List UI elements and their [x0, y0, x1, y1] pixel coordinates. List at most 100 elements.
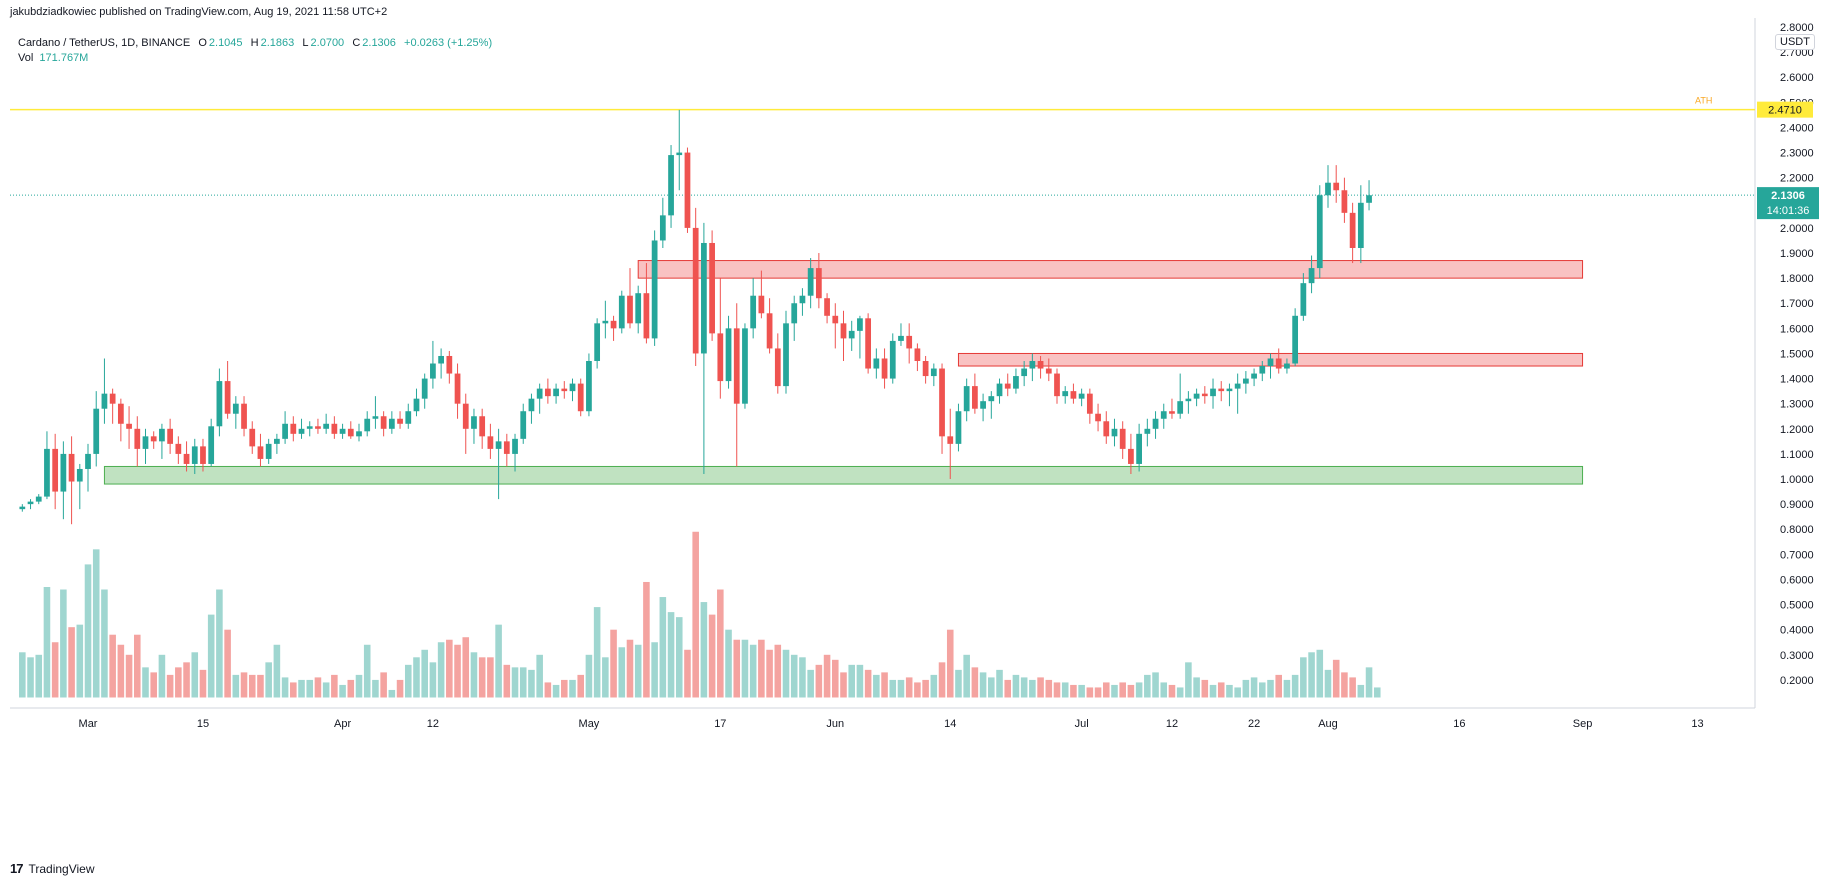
candle-body [512, 438, 518, 454]
candle-body [175, 443, 182, 454]
volume-bar [905, 677, 913, 698]
candle-body [356, 431, 362, 437]
candle-body [347, 428, 354, 437]
volume-bar [971, 667, 979, 698]
candle-body [774, 348, 781, 387]
volume-bar [1004, 679, 1012, 698]
y-tick-label: 0.4000 [1780, 625, 1814, 637]
volume-bar [240, 672, 248, 698]
candle-body [701, 242, 707, 354]
y-tick-label: 1.7000 [1780, 298, 1814, 310]
brand-name[interactable]: TradingView [28, 861, 95, 876]
candle-body [413, 398, 420, 412]
x-tick-label: 17 [714, 718, 726, 730]
candle-body [963, 386, 970, 412]
candle-body [824, 298, 830, 316]
volume-bar [117, 644, 125, 698]
candle-body [1160, 411, 1167, 419]
current-price-tag [1757, 187, 1819, 220]
volume-bar [651, 642, 658, 698]
volume-bar [618, 647, 626, 698]
candle-body [1037, 361, 1044, 369]
candle-body [191, 446, 198, 464]
candle-body [561, 388, 568, 392]
candle-body [1054, 373, 1060, 397]
candle-body [939, 368, 945, 437]
volume-bar [799, 657, 806, 698]
volume-bar [708, 614, 716, 698]
candle-body [627, 295, 633, 324]
countdown-text: 14:01:36 [1767, 205, 1810, 217]
candle-body [232, 403, 239, 414]
candle-body [733, 328, 740, 404]
symbol-name[interactable]: Cardano / TetherUS, 1D, BINANCE [18, 37, 191, 49]
candle-body [602, 320, 609, 324]
volume-bar [1275, 674, 1283, 698]
volume-bar [372, 679, 379, 698]
volume-bar [1193, 677, 1200, 698]
candle-body [487, 436, 494, 449]
x-tick-label: 14 [944, 718, 956, 730]
volume-bar [758, 639, 765, 698]
volume-bar [281, 677, 289, 698]
volume-bar [1373, 687, 1381, 698]
candle-body [1251, 373, 1257, 379]
candle-body [1259, 366, 1266, 374]
y-tick-label: 0.5000 [1780, 600, 1814, 612]
volume-bar [1291, 674, 1299, 698]
volume-bar [1012, 674, 1020, 698]
volume-bar [84, 564, 92, 698]
candle-body [1021, 368, 1028, 377]
volume-bar [1259, 682, 1266, 698]
volume-legend: Vol 171.767M [18, 52, 88, 64]
x-tick-label: 15 [197, 718, 209, 730]
y-tick-label: 1.8000 [1780, 273, 1814, 285]
volume-bar [667, 612, 675, 698]
volume-bar [873, 674, 880, 698]
volume-bar [1185, 662, 1192, 698]
y-tick-label: 0.2000 [1780, 675, 1814, 687]
volume-bar [396, 679, 404, 698]
volume-bar [1234, 687, 1241, 698]
volume-bar [790, 654, 798, 698]
price-chart[interactable]: ATH 0.2000 0.3000 0.4000 0.5000 0.6000 0.7000 0… [0, 0, 1834, 860]
ath-label: ATH [1695, 96, 1712, 106]
candle-body [1169, 411, 1175, 414]
volume-bar [101, 589, 108, 698]
x-tick-label: Jul [1075, 718, 1089, 730]
candle-body [183, 453, 190, 464]
volume-bar [552, 684, 560, 698]
candle-body [495, 441, 502, 449]
volume-bar [889, 679, 897, 698]
candle-body [1177, 401, 1184, 414]
candle-body [1284, 363, 1290, 369]
candle-body [889, 340, 896, 379]
candle-body [1152, 418, 1159, 429]
volume-bar [848, 664, 855, 698]
volume-bar [1324, 669, 1332, 698]
currency-selector[interactable]: USDT [1775, 34, 1815, 50]
candle-body [799, 295, 806, 304]
candle-body [544, 388, 551, 397]
volume-bar [60, 589, 67, 698]
volume-bar [191, 652, 199, 698]
volume-bar [347, 679, 355, 698]
volume-bar [388, 689, 396, 698]
candle-body [528, 398, 535, 412]
candle-body [930, 368, 937, 377]
candle-body [684, 152, 691, 228]
x-tick-label: May [579, 718, 600, 730]
candle-body [52, 448, 59, 492]
candle-body [1119, 428, 1126, 449]
candle-body [725, 328, 732, 382]
volume-bar [749, 644, 757, 698]
volume-bar [561, 679, 568, 698]
volume-bar [626, 639, 634, 698]
candle-body [315, 426, 321, 429]
y-tick-label: 2.6000 [1780, 72, 1814, 84]
candle-body [1357, 202, 1364, 248]
volume-bar [823, 654, 831, 698]
y-tick-label: 1.1000 [1780, 449, 1814, 461]
y-tick-label: 1.4000 [1780, 374, 1814, 386]
candle-body [783, 323, 789, 387]
